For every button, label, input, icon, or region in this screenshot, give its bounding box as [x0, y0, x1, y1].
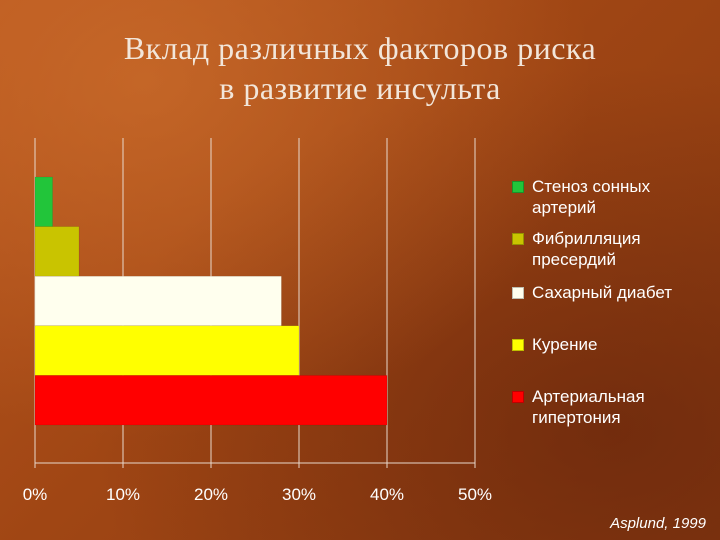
legend-swatch [512, 287, 524, 299]
legend-swatch [512, 391, 524, 403]
bar-3 [34, 275, 282, 327]
legend-item: Сахарный диабет [512, 282, 712, 303]
legend-item: Фибрилляция пресердий [512, 228, 712, 270]
legend-label: Артериальная гипертония [532, 387, 645, 427]
bar-5 [34, 375, 388, 426]
bar-1 [34, 176, 53, 227]
title-line-1: Вклад различных факторов риска [123, 30, 597, 66]
legend-label: Сахарный диабет [532, 283, 673, 302]
legend-item: Артериальная гипертония [512, 386, 712, 428]
x-tick-label: 50% [458, 485, 492, 504]
x-tick-label: 0% [23, 485, 48, 504]
legend-item: Стеноз сонных артерий [512, 176, 712, 218]
legend-label: Стеноз сонных артерий [532, 177, 651, 217]
legend-label: Фибрилляция пресердий [532, 229, 641, 269]
legend-label: Курение [532, 335, 598, 354]
legend-item: Курение [512, 334, 712, 355]
legend-swatch [512, 339, 524, 351]
x-tick-label: 10% [106, 485, 140, 504]
source-citation: Asplund, 1999 [610, 515, 706, 532]
title-line-2: в развитие инсульта [219, 70, 501, 106]
bar-2 [34, 226, 80, 277]
x-tick-label: 30% [282, 485, 316, 504]
x-tick-label: 40% [370, 485, 404, 504]
bar-4 [34, 325, 300, 376]
legend-swatch [512, 181, 524, 193]
x-tick-label: 20% [194, 485, 228, 504]
slide-title: Вклад различных факторов риска в развити… [0, 28, 720, 108]
legend-swatch [512, 233, 524, 245]
